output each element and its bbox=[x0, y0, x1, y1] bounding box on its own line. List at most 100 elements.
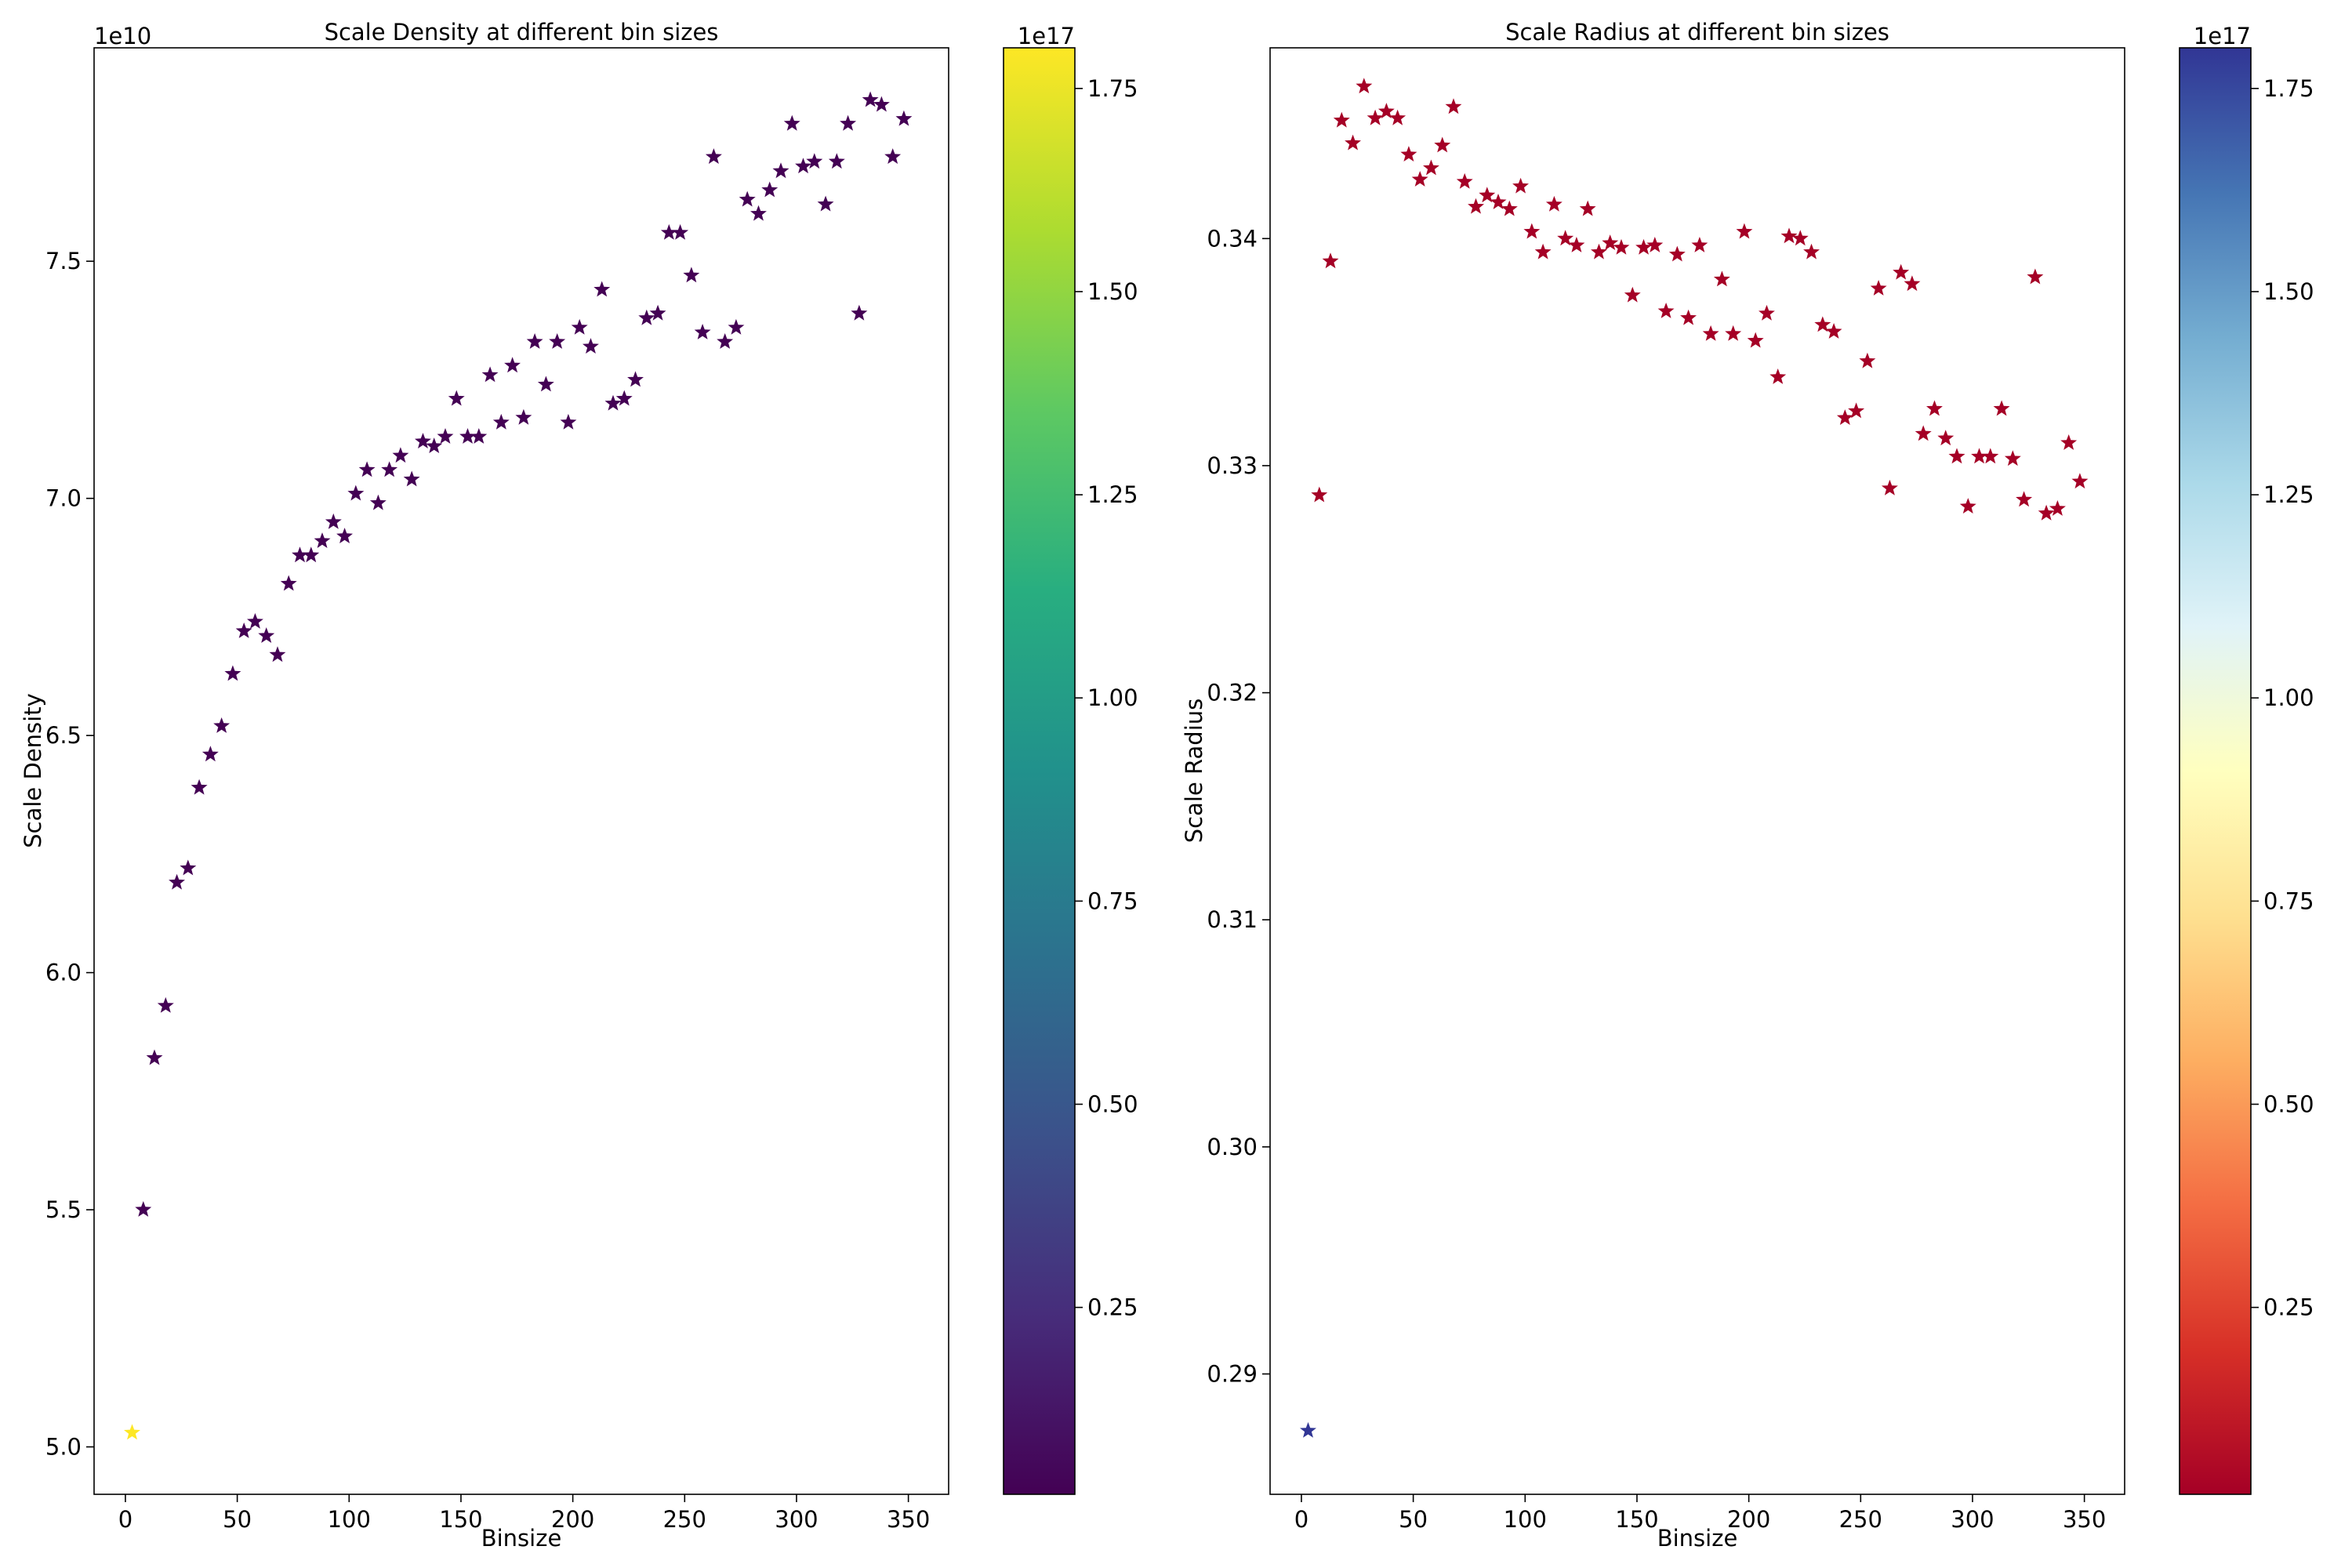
y-tick-label: 0.34 bbox=[1207, 225, 1258, 252]
colorbar-tick-label: 1.75 bbox=[2263, 75, 2314, 102]
colorbar-tick-label: 1.50 bbox=[1087, 278, 1138, 305]
data-point bbox=[369, 494, 387, 510]
data-point bbox=[649, 304, 666, 321]
data-point bbox=[1445, 98, 1462, 114]
data-point bbox=[235, 622, 252, 638]
data-point bbox=[1377, 103, 1395, 118]
data-point bbox=[1456, 172, 1473, 189]
data-point bbox=[526, 333, 543, 349]
y-tick-label: 6.5 bbox=[45, 722, 82, 749]
data-point bbox=[638, 309, 655, 325]
y-tick-label: 0.31 bbox=[1207, 906, 1258, 933]
data-point bbox=[1702, 325, 1719, 341]
data-point bbox=[325, 513, 342, 529]
data-point bbox=[873, 96, 890, 112]
colorbar-frame bbox=[1003, 47, 1076, 1495]
y-tick-label: 7.0 bbox=[45, 485, 82, 512]
y-tick-label: 0.33 bbox=[1207, 452, 1258, 479]
data-point bbox=[392, 447, 409, 463]
data-point bbox=[1668, 245, 1686, 262]
data-point bbox=[146, 1049, 163, 1065]
colorbar: 1e17 0.25 0.50 0.75 1.00 1.25 1.50 1.75 bbox=[1003, 23, 1138, 1495]
data-point bbox=[191, 779, 208, 795]
data-point bbox=[515, 408, 532, 425]
chart-title: Scale Radius at different bin sizes bbox=[1505, 19, 1889, 45]
data-point bbox=[593, 281, 611, 297]
data-point bbox=[403, 470, 420, 487]
x-tick-label: 50 bbox=[223, 1506, 252, 1533]
data-point bbox=[1904, 275, 1921, 292]
plot-frame bbox=[93, 47, 949, 1495]
data-point bbox=[2049, 500, 2066, 516]
data-point bbox=[247, 613, 263, 629]
colorbar-gradient bbox=[2180, 48, 2251, 1494]
data-point bbox=[426, 437, 443, 453]
data-point bbox=[1635, 238, 1652, 255]
data-point bbox=[448, 390, 465, 406]
data-point bbox=[1300, 1421, 1316, 1438]
data-point bbox=[717, 333, 734, 349]
data-point bbox=[1836, 409, 1853, 425]
x-tick-label: 200 bbox=[1727, 1506, 1770, 1533]
data-point bbox=[347, 485, 365, 501]
x-tick-label: 150 bbox=[1615, 1506, 1658, 1533]
x-axis-label: Binsize bbox=[481, 1525, 562, 1552]
colorbar-tick-label: 0.25 bbox=[2263, 1294, 2314, 1321]
data-point bbox=[895, 110, 913, 126]
y-tick-label: 0.30 bbox=[1207, 1134, 1258, 1160]
data-point bbox=[258, 627, 275, 643]
data-point bbox=[1937, 430, 1955, 446]
data-point bbox=[1848, 402, 1865, 419]
data-point bbox=[336, 528, 353, 543]
data-point bbox=[1367, 109, 1384, 125]
data-point bbox=[783, 114, 800, 131]
y-tick-label: 0.29 bbox=[1207, 1360, 1258, 1387]
plot-frame bbox=[1269, 47, 2125, 1495]
data-point bbox=[1557, 230, 1574, 246]
data-point bbox=[1926, 400, 1943, 416]
y-tick-label: 5.0 bbox=[45, 1434, 82, 1461]
data-point bbox=[492, 413, 510, 430]
data-point bbox=[1881, 479, 1898, 495]
x-tick-label: 50 bbox=[1399, 1506, 1428, 1533]
data-point bbox=[314, 532, 331, 548]
data-point bbox=[1825, 323, 1842, 339]
data-point bbox=[1657, 303, 1675, 318]
data-point bbox=[1434, 136, 1451, 153]
data-point bbox=[201, 746, 219, 762]
data-point bbox=[1602, 234, 1619, 250]
data-point bbox=[2038, 504, 2055, 521]
data-point bbox=[884, 148, 902, 164]
data-point bbox=[705, 148, 722, 164]
data-point bbox=[862, 91, 879, 107]
x-tick-label: 250 bbox=[663, 1506, 706, 1533]
data-point bbox=[828, 153, 845, 169]
data-point bbox=[571, 318, 588, 335]
data-point bbox=[437, 428, 454, 444]
y-tick-label: 6.0 bbox=[45, 960, 82, 986]
data-point bbox=[2004, 450, 2021, 466]
data-point bbox=[1713, 270, 1730, 287]
data-point bbox=[683, 267, 700, 283]
data-point bbox=[224, 665, 241, 681]
colorbar-frame bbox=[2179, 47, 2252, 1495]
data-point bbox=[1736, 223, 1753, 239]
density-chart: Scale Density at different bin sizes 1e1… bbox=[20, 19, 1138, 1552]
x-tick-label: 0 bbox=[1294, 1506, 1308, 1533]
data-point bbox=[303, 546, 320, 563]
data-point bbox=[381, 461, 398, 477]
data-point bbox=[672, 223, 689, 240]
data-point bbox=[1680, 309, 1697, 325]
colorbar-tick-label: 0.50 bbox=[1087, 1091, 1138, 1117]
data-point bbox=[180, 859, 197, 876]
data-point bbox=[1333, 111, 1350, 128]
colorbar-tick-label: 0.75 bbox=[1087, 887, 1138, 914]
data-point bbox=[1814, 316, 1831, 332]
data-point bbox=[806, 153, 823, 169]
colorbar-tick-label: 1.25 bbox=[2263, 481, 2314, 508]
data-point bbox=[1893, 263, 1910, 280]
data-point bbox=[157, 996, 174, 1013]
data-point bbox=[1870, 280, 1887, 296]
data-point bbox=[560, 413, 577, 430]
x-tick-label: 150 bbox=[439, 1506, 482, 1533]
